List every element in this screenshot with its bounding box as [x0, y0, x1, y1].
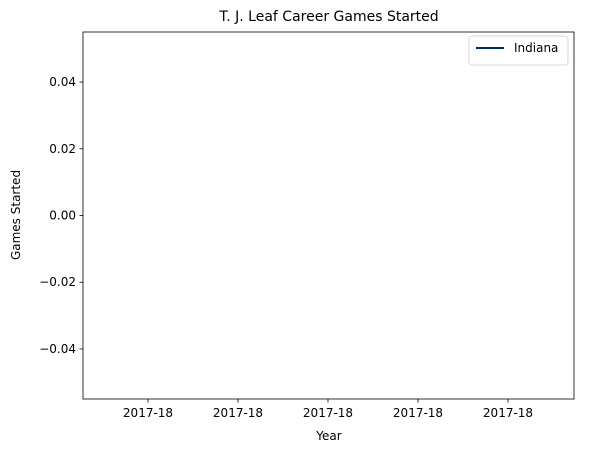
- x-tick-label: 2017-18: [213, 406, 263, 420]
- legend[interactable]: Indiana: [468, 35, 569, 66]
- y-tick-label: 0.04: [49, 75, 76, 89]
- y-tick-label: 0.00: [49, 209, 76, 223]
- legend-label-indiana: Indiana: [514, 41, 558, 55]
- x-tick-label: 2017-18: [303, 406, 353, 420]
- y-tick-label: −0.04: [39, 342, 76, 356]
- x-axis-ticks: 2017-18 2017-18 2017-18 2017-18 2017-18: [123, 399, 533, 420]
- y-axis-ticks: −0.04 −0.02 0.00 0.02 0.04: [39, 75, 83, 356]
- chart-title: T. J. Leaf Career Games Started: [218, 9, 438, 25]
- x-tick-label: 2017-18: [393, 406, 443, 420]
- y-axis-label: Games Started: [9, 170, 23, 260]
- y-tick-label: −0.02: [39, 275, 76, 289]
- x-tick-label: 2017-18: [483, 406, 533, 420]
- y-tick-label: 0.02: [49, 142, 76, 156]
- legend-box: [468, 35, 569, 66]
- x-axis-label: Year: [315, 429, 341, 443]
- plot-area: [82, 31, 575, 400]
- x-tick-label: 2017-18: [123, 406, 173, 420]
